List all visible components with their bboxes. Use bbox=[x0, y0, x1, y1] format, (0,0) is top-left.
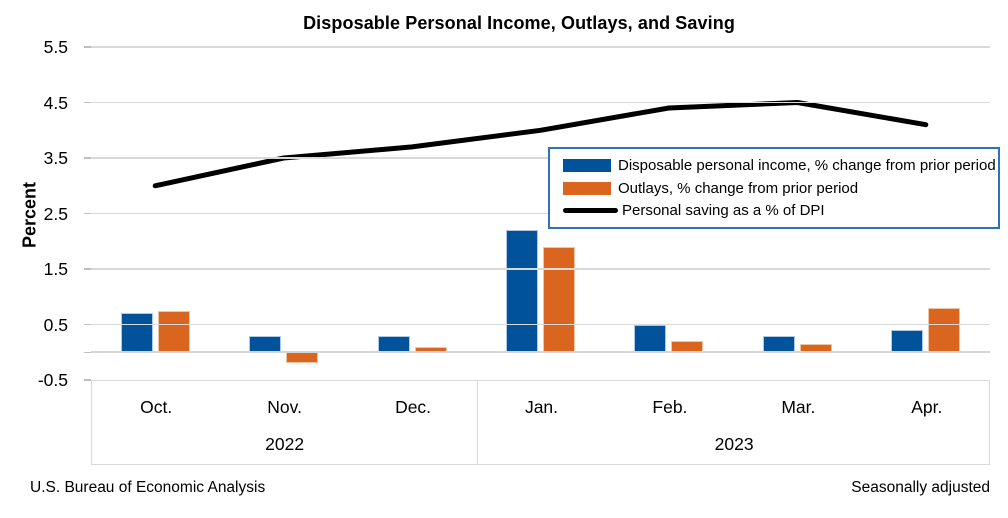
y-tick-mark bbox=[84, 101, 91, 104]
y-tick-mark bbox=[84, 157, 91, 159]
y-tick-label: -0.5 bbox=[37, 370, 68, 390]
month-label: Jan. bbox=[524, 397, 559, 417]
month-label: Nov. bbox=[267, 397, 302, 417]
bar-dpi bbox=[891, 330, 924, 353]
y-tick-label: 2.5 bbox=[43, 203, 68, 224]
bar-outlays bbox=[928, 307, 961, 353]
y-tick-label: 4.5 bbox=[43, 92, 68, 113]
saving-line-swatch bbox=[563, 208, 618, 214]
bar-outlays bbox=[543, 246, 575, 353]
legend-label-saving: Personal saving as a % of DPI bbox=[622, 202, 825, 220]
zero-axis-line bbox=[91, 351, 990, 354]
outlays-bar-swatch bbox=[563, 181, 611, 195]
y-tick-mark bbox=[84, 212, 91, 215]
legend-label-outlays: Outlays, % change from prior period bbox=[618, 179, 859, 197]
y-tick-mark bbox=[84, 268, 91, 270]
x-axis-table: Oct. Nov. Dec. Jan. Feb. Mar. Apr. 2022 2023 bbox=[91, 380, 990, 465]
month-label: Apr. bbox=[911, 397, 943, 417]
bar-dpi bbox=[377, 335, 410, 353]
bar-outlays bbox=[157, 310, 190, 353]
legend-item-dpi: Disposable personal income, % change fro… bbox=[563, 157, 998, 174]
y-tick-mark bbox=[84, 46, 91, 48]
month-label: Feb. bbox=[652, 397, 688, 417]
chart-title: Disposable Personal Income, Outlays, and… bbox=[303, 13, 735, 33]
legend: Disposable personal income, % change fro… bbox=[548, 147, 1000, 229]
bar-dpi bbox=[762, 335, 795, 353]
year-label: 2023 bbox=[714, 434, 754, 454]
year-divider bbox=[477, 381, 478, 464]
year-label: 2022 bbox=[265, 434, 305, 454]
month-label: Dec. bbox=[395, 397, 432, 417]
y-tick-mark bbox=[84, 379, 91, 381]
bar-dpi bbox=[120, 313, 153, 353]
adjustment-note: Seasonally adjusted bbox=[851, 479, 990, 496]
y-tick-label: 5.5 bbox=[43, 37, 68, 57]
gridline bbox=[91, 157, 990, 159]
y-tick-label: 0.5 bbox=[43, 314, 68, 335]
dpi-bar-swatch bbox=[563, 158, 611, 172]
y-tick-label: 3.5 bbox=[43, 148, 68, 168]
gridline bbox=[91, 212, 990, 215]
source-note: U.S. Bureau of Economic Analysis bbox=[30, 479, 266, 496]
month-label: Mar. bbox=[781, 397, 816, 417]
y-tick-mark bbox=[84, 351, 91, 353]
gridline bbox=[91, 323, 990, 326]
gridline bbox=[91, 101, 990, 104]
y-tick-label: 1.5 bbox=[43, 259, 68, 279]
bar-outlays bbox=[286, 352, 319, 364]
y-tick-mark bbox=[84, 323, 91, 326]
gridline bbox=[91, 268, 990, 270]
gridline bbox=[91, 46, 990, 48]
bar-dpi bbox=[249, 335, 282, 353]
legend-item-saving: Personal saving as a % of DPI bbox=[563, 202, 998, 219]
month-label: Oct. bbox=[140, 397, 173, 417]
legend-item-outlays: Outlays, % change from prior period bbox=[563, 180, 998, 197]
legend-label-dpi: Disposable personal income, % change fro… bbox=[618, 156, 996, 174]
bar-dpi bbox=[506, 230, 538, 353]
bar-dpi bbox=[634, 324, 667, 353]
